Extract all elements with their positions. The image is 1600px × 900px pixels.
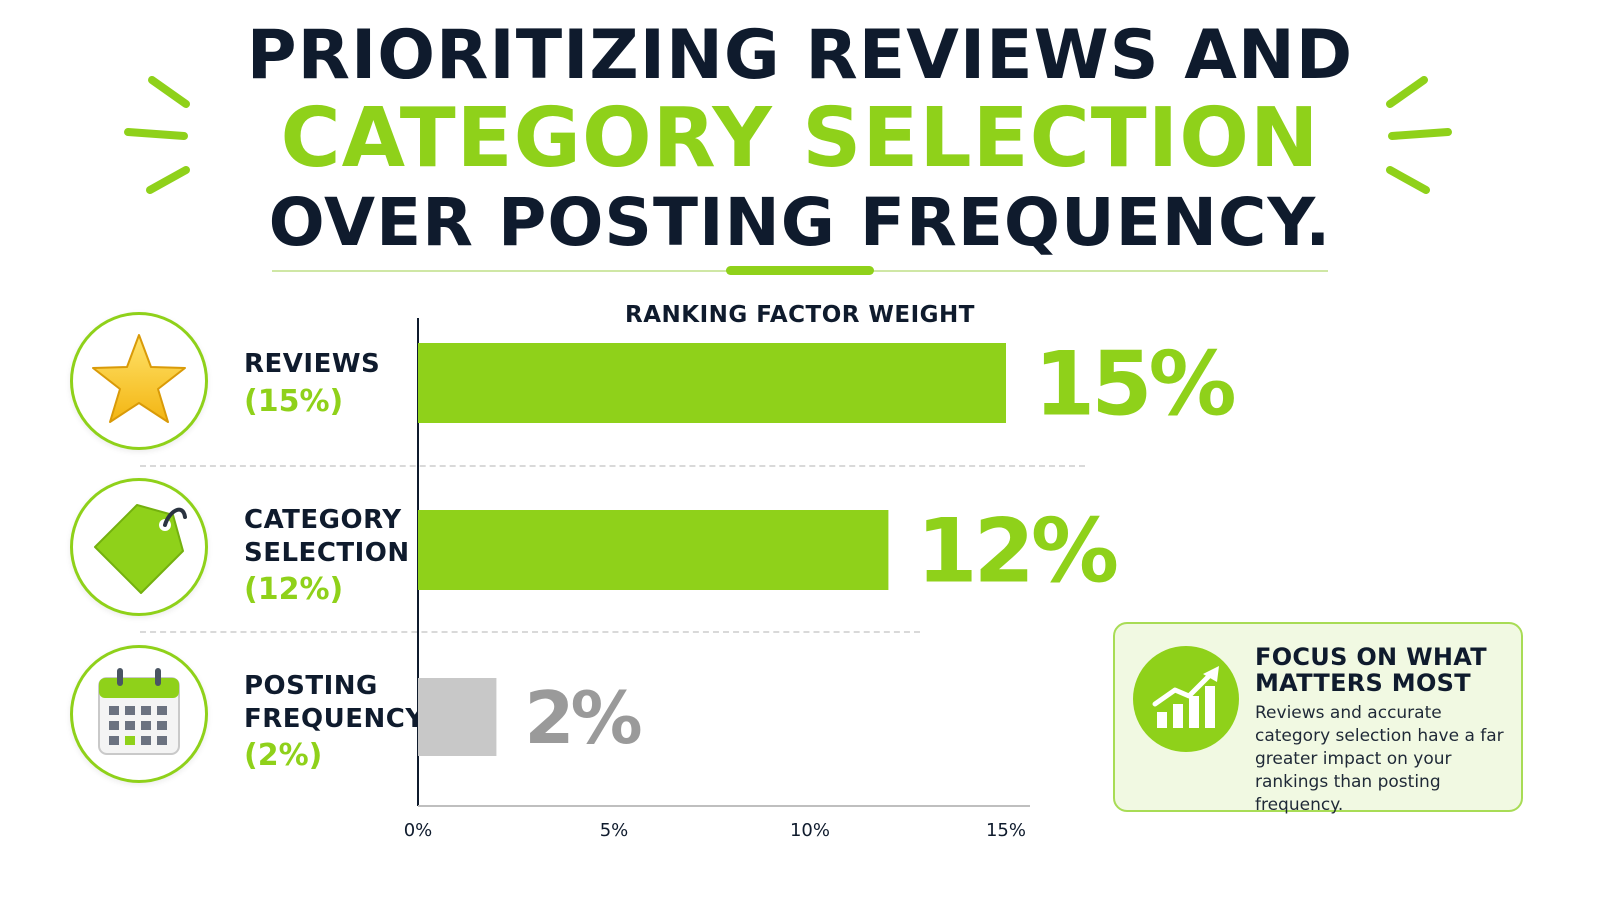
factor-percent: (12%) <box>244 572 344 607</box>
factor-percent: (15%) <box>244 383 344 419</box>
star-icon <box>92 334 186 423</box>
factor-name: REVIEWS <box>244 349 381 379</box>
row-divider <box>140 465 1085 467</box>
title-line-2: CATEGORY SELECTION <box>280 91 1320 186</box>
calendar-icon <box>98 668 180 755</box>
tag-icon <box>94 504 187 594</box>
factor-name: CATEGORY SELECTION <box>244 505 410 568</box>
posting-icon-circle <box>70 645 208 783</box>
category-label: CATEGORY SELECTION (12%) <box>244 504 410 609</box>
factor-percent: (2%) <box>244 738 323 773</box>
posting-label: POSTING FREQUENCY (2%) <box>244 670 425 775</box>
title-line-1: PRIORITIZING REVIEWS AND <box>246 16 1354 95</box>
row-divider <box>140 631 920 633</box>
title-divider-accent <box>726 266 874 275</box>
page-title: PRIORITIZING REVIEWS AND CATEGORY SELECT… <box>0 18 1600 256</box>
bar-posting-frequency <box>418 678 497 756</box>
right-burst-decoration <box>1386 76 1452 194</box>
bar-value-label: 2% <box>524 676 640 760</box>
callout-title: FOCUS ON WHAT MATTERS MOST <box>1255 643 1487 698</box>
left-burst-decoration <box>124 76 190 194</box>
chart-title: RANKING FACTOR WEIGHT <box>625 302 975 328</box>
category-icon-circle <box>70 478 208 616</box>
x-tick-label: 5% <box>600 820 629 841</box>
callout-icon-circle <box>1133 646 1239 752</box>
bar-reviews <box>418 343 1006 423</box>
callout-box: FOCUS ON WHAT MATTERS MOST Reviews and a… <box>1113 622 1523 815</box>
bar-category-selection <box>418 510 889 590</box>
reviews-icon-circle <box>70 312 208 450</box>
factor-name: POSTING FREQUENCY <box>244 671 425 734</box>
bar-value-label: 15% <box>1034 333 1234 436</box>
growth-chart-icon <box>1152 666 1219 728</box>
x-tick-label: 0% <box>404 820 433 841</box>
x-tick-label: 15% <box>986 820 1026 841</box>
title-line-3: OVER POSTING FREQUENCY. <box>268 184 1332 261</box>
bar-value-label: 12% <box>916 500 1116 603</box>
callout-text: Reviews and accurate category selection … <box>1255 703 1504 816</box>
x-tick-label: 10% <box>790 820 830 841</box>
reviews-label: REVIEWS (15%) <box>244 348 380 420</box>
